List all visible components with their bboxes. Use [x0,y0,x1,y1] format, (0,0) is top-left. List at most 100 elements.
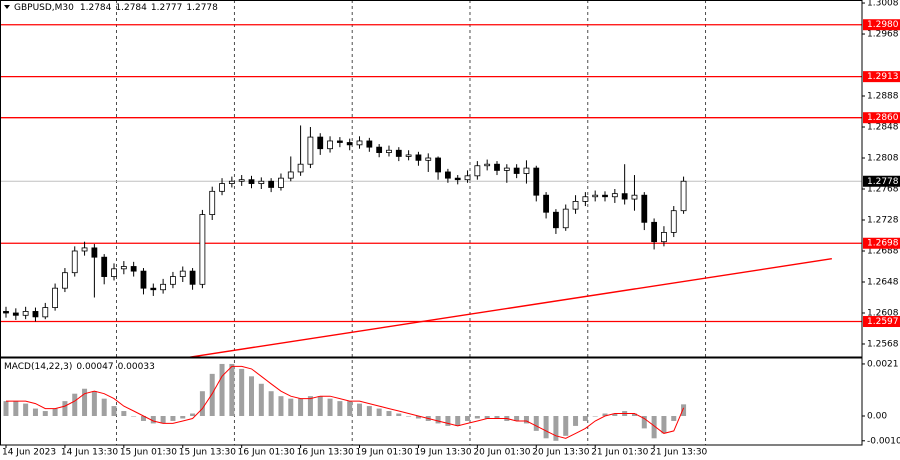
candle-body [42,307,49,318]
candle-body [454,177,461,181]
candle-body [278,177,284,188]
candle-body [52,287,58,308]
x-tick-label: 14 Jun 2023 [2,448,56,458]
candle-body [238,179,245,182]
candle-body [395,149,402,157]
macd-bar [681,404,687,416]
candle-body [120,266,127,270]
x-tick-label: 21 Jun 13:30 [650,448,707,458]
candle-body [444,171,451,179]
y-tick-label: 1.2688 [867,246,899,256]
current-price-label: 1.2778 [867,177,899,187]
candle-body [562,208,569,229]
macd-bar [180,416,186,419]
level-label-box [863,19,900,31]
macd-bar [209,373,215,416]
candle-body [680,180,687,212]
candle-body [170,276,176,285]
candle-body [336,140,343,143]
macd-bar [150,416,156,424]
candle-body [611,193,618,198]
candle-body [661,231,667,243]
candle-body [484,163,491,167]
candle-body [670,210,677,233]
macd-bar [523,416,529,424]
macd-bar [415,416,421,419]
y-tick-label: 1.2808 [867,154,899,164]
indicator-tick-label: -0.0010 [867,436,900,446]
macd-bar [651,416,657,439]
level-label-box [863,237,900,249]
candle-body [297,163,304,173]
macd-bar [72,393,78,416]
macd-bar [445,416,451,426]
candle-body [582,196,589,202]
macd-bar [376,408,382,416]
chart-header: GBPUSD,M30 1.2784 1.2784 1.2777 1.2778 [14,3,218,13]
candle-body [22,311,29,316]
macd-bar [23,403,29,416]
macd-bar [82,388,88,416]
macd-bar [563,416,569,436]
ohlc-low: 1.2777 [151,3,183,13]
macd-bar [3,401,9,416]
candle-body [602,194,608,198]
candle-body [543,194,549,213]
macd-bar [288,398,294,416]
macd-bar [573,416,579,426]
x-tick-label: 16 Jun 01:30 [238,448,295,458]
x-tick-label: 14 Jun 13:30 [61,448,118,458]
candle-body [62,272,68,289]
candle-body [572,200,579,210]
candle-body [91,247,98,258]
y-tick-label: 1.2768 [867,185,899,195]
candle-body [356,140,363,146]
macd-bar [357,403,363,416]
macd-readout: 0.00047 [76,362,113,372]
macd-bar [455,416,461,426]
level-label: 1.2860 [867,113,899,123]
candle-body [366,140,373,148]
macd-bar [661,416,667,434]
candle-body [189,270,196,285]
candle-body [376,146,383,153]
candle-body [435,157,441,173]
candle-body [425,157,432,161]
macd-bar [140,416,146,421]
ohlc-open: 1.2784 [80,3,112,13]
candle-body [474,165,481,177]
macd-bar [258,383,264,416]
candle-body [3,311,9,314]
macd-bar [484,416,490,419]
candle-body [631,194,638,200]
y-tick-label: 1.2968 [867,30,899,40]
candle-body [12,312,19,316]
y-tick-label: 1.2888 [867,92,899,102]
macd-bar [631,413,637,416]
macd-bar [268,391,274,416]
macd-bar [42,411,48,416]
level-label-box [863,112,900,124]
macd-bar [91,391,97,416]
macd-bar [307,396,313,416]
y-tick-label: 1.2568 [867,339,899,349]
candle-body [160,283,167,291]
macd-bar [62,401,68,416]
macd-bar [592,416,598,417]
x-tick-label: 20 Jun 01:30 [473,448,530,458]
macd-bar [543,416,549,439]
candle-body [150,287,157,291]
candle-body [140,270,147,289]
candle-body [415,154,422,161]
candle-body [130,266,137,272]
x-tick-label: 19 Jun 13:30 [414,448,471,458]
candle-body [405,154,412,157]
x-tick-label: 15 Jun 13:30 [179,448,236,458]
header-arrow [4,5,10,9]
macd-bar [32,408,38,416]
candle-body [513,167,520,174]
candle-body [219,183,225,192]
plot-frame [0,0,863,446]
